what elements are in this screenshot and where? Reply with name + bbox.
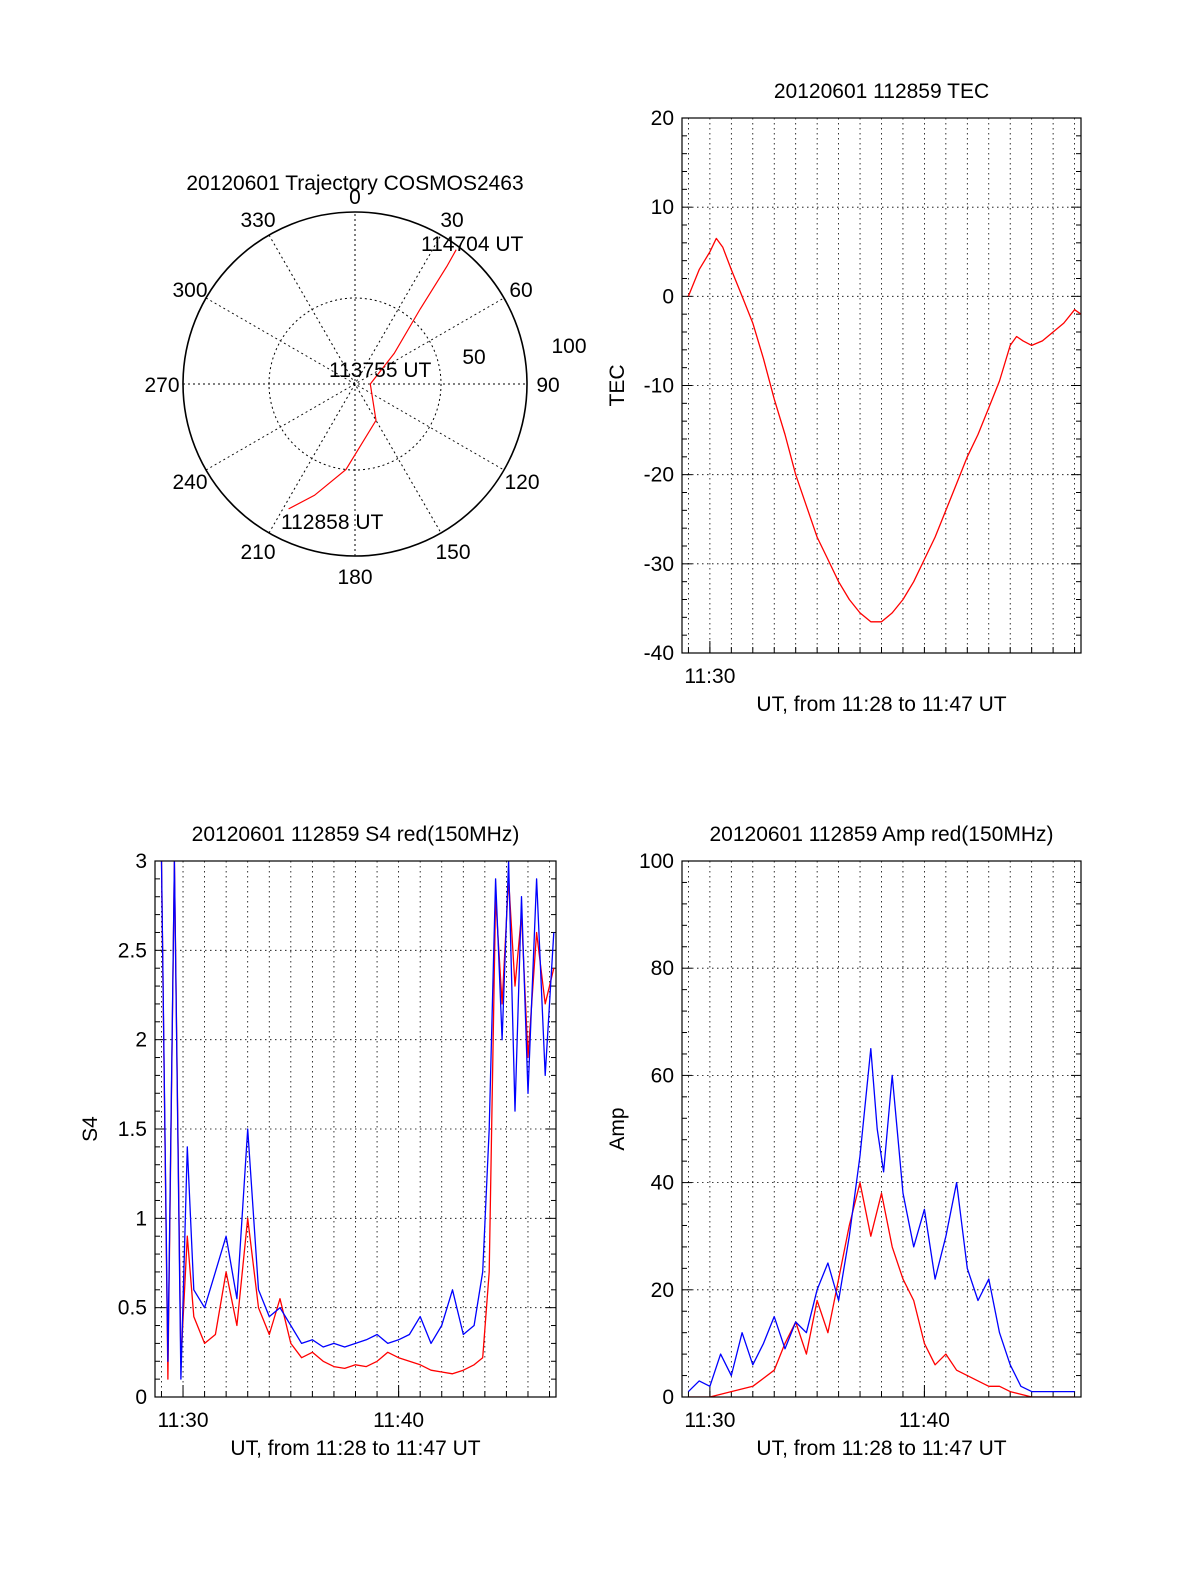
polar-angle-label: 60	[509, 279, 532, 302]
plot-frame	[681, 860, 1082, 1398]
plot-frame	[154, 860, 557, 1398]
y-tick-label: 3	[135, 850, 147, 873]
polar-title: 20120601 Trajectory COSMOS2463	[186, 172, 523, 195]
polar-radial-label: 100	[551, 335, 586, 358]
y-tick-label: -10	[644, 375, 674, 398]
polar-angle-label: 300	[172, 279, 207, 302]
amp-plot: 0 20 40 60 80 100 11:30 11:40 20120601 112859 Am…	[606, 823, 1082, 1460]
x-axis-label: UT, from 11:28 to 11:47 UT	[756, 693, 1006, 716]
trajectory-polar-plot: 20120601 Trajectory COSMOS2463 0 30 60 90 12…	[144, 172, 586, 589]
x-tick-label: 11:30	[684, 665, 735, 688]
polar-angle-label: 270	[144, 374, 179, 397]
polar-angle-label: 150	[435, 541, 470, 564]
point-label-mid: 113755 UT	[329, 359, 432, 382]
x-tick-label: 11:40	[373, 1409, 424, 1432]
polar-angle-label: 180	[337, 566, 372, 589]
polar-inner-circle	[268, 297, 442, 471]
y-tick-label: -40	[644, 642, 674, 665]
polar-spoke	[268, 234, 442, 534]
polar-angle-labels: 0 30 60 90 120 150 180 210 240 270 300 330 50 100	[144, 186, 586, 589]
polar-radial-label: 50	[462, 346, 485, 369]
series-line	[687, 1047, 1075, 1393]
x-tick-label: 11:40	[899, 1409, 950, 1432]
trajectory-line	[288, 249, 457, 510]
y-tick-label: 100	[639, 850, 674, 873]
series-group	[687, 237, 1081, 623]
polar-grid	[182, 211, 528, 557]
x-tick-label: 11:30	[158, 1409, 209, 1432]
polar-trajectory	[288, 249, 457, 510]
y-tick-label: 0.5	[118, 1297, 147, 1320]
y-tick-label: 2	[135, 1029, 147, 1052]
x-tick-label: 11:30	[684, 1409, 735, 1432]
s4-plot: 0 0.5 1 1.5 2 2.5 3 11:30 11:40 20120601 112859 S…	[79, 823, 557, 1460]
series-line	[160, 861, 555, 1380]
chart-title: 20120601 112859 S4 red(150MHz)	[192, 823, 520, 846]
polar-angle-label: 30	[440, 209, 463, 232]
y-tick-label: -30	[644, 553, 674, 576]
series-group	[687, 1047, 1075, 1397]
x-axis-label: UT, from 11:28 to 11:47 UT	[756, 1437, 1006, 1460]
polar-angle-label: 90	[536, 374, 559, 397]
polar-angle-label: 210	[240, 541, 275, 564]
point-label-start: 112858 UT	[281, 511, 384, 534]
y-tick-label: 2.5	[118, 939, 147, 962]
polar-angle-label: 120	[504, 471, 539, 494]
y-tick-label: 0	[135, 1386, 147, 1409]
chart-title: 20120601 112859 Amp red(150MHz)	[709, 823, 1053, 846]
y-tick-label: 60	[651, 1064, 674, 1087]
y-tick-label: 20	[651, 107, 674, 130]
polar-angle-label: 0	[349, 186, 361, 209]
series-line	[688, 1181, 1075, 1397]
series-line	[160, 861, 555, 1380]
y-tick-label: 1	[135, 1207, 147, 1230]
series-group	[160, 861, 555, 1380]
y-axis-label: TEC	[606, 365, 629, 407]
y-tick-label: 10	[651, 196, 674, 219]
point-label-end: 114704 UT	[421, 233, 524, 256]
y-axis-label: Amp	[606, 1107, 629, 1150]
x-axis-label: UT, from 11:28 to 11:47 UT	[230, 1437, 480, 1460]
plot-frame	[681, 117, 1082, 654]
y-tick-label: 20	[651, 1279, 674, 1302]
y-tick-label: 1.5	[118, 1118, 147, 1141]
polar-angle-label: 240	[172, 471, 207, 494]
tec-plot: -40 -30 -20 -10 0 10 20 11:30 20120601 112859 TE…	[606, 80, 1082, 716]
chart-title: 20120601 112859 TEC	[774, 80, 989, 103]
y-tick-label: 0	[662, 285, 674, 308]
y-axis-label: S4	[79, 1116, 102, 1142]
y-tick-label: 0	[662, 1386, 674, 1409]
y-tick-label: 80	[651, 957, 674, 980]
series-line	[687, 237, 1081, 623]
y-tick-label: -20	[644, 464, 674, 487]
y-tick-label: 40	[651, 1172, 674, 1195]
polar-angle-label: 330	[240, 209, 275, 232]
